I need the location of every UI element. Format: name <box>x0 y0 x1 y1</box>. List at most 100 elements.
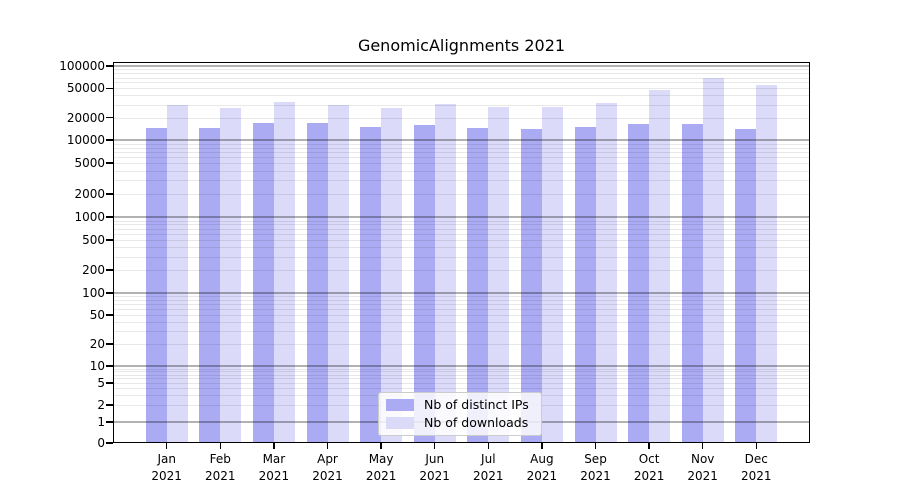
x-tick-mark <box>380 443 382 449</box>
y-tick-label: 10 <box>89 359 105 373</box>
y-tick-label: 2000 <box>74 186 105 201</box>
y-tick-mark <box>106 365 113 367</box>
grid-major-line <box>113 65 810 67</box>
y-tick-label: 500 <box>82 232 105 247</box>
x-tick-label-aug: Aug 2021 <box>510 451 574 485</box>
distinct-ips-swatch <box>386 399 414 412</box>
y-tick-label: 10000 <box>66 133 105 147</box>
y-tick-mark <box>106 442 113 444</box>
bar-downloads-jun <box>434 104 456 443</box>
bar-downloads-nov <box>702 77 724 443</box>
grid-major-line <box>113 292 810 294</box>
y-tick-label: 1000 <box>74 210 105 224</box>
x-tick-year: 2021 <box>419 469 450 483</box>
y-tick-label: 200 <box>82 263 105 278</box>
grid-minor-line <box>113 117 810 119</box>
x-tick-mark <box>433 443 436 449</box>
x-tick-label-feb: Feb 2021 <box>188 451 252 485</box>
grid-minor-line <box>113 180 810 182</box>
y-tick-label: 1 <box>97 415 105 429</box>
y-tick-mark <box>106 404 113 406</box>
y-tick-label: 20 <box>89 337 105 351</box>
grid-minor-line <box>113 247 810 249</box>
y-tick-mark <box>106 421 113 423</box>
grid-minor-line <box>113 77 810 79</box>
bar-downloads-jan <box>166 105 188 443</box>
bar-ips-sep <box>574 127 596 443</box>
x-tick-mark <box>273 443 275 449</box>
bar-ips-apr <box>306 123 328 443</box>
x-tick-month: Feb <box>209 452 231 466</box>
grid-minor-line <box>113 304 810 306</box>
legend-item-downloads: Nb of downloads <box>386 414 541 430</box>
bar-ips-jun <box>413 125 435 443</box>
x-tick-label-jul: Jul 2021 <box>456 451 520 485</box>
grid-major-line <box>113 216 810 218</box>
y-tick-label: 100 <box>82 286 105 300</box>
x-tick-month: Jun <box>425 452 445 466</box>
x-tick-label-sep: Sep 2021 <box>564 451 628 485</box>
grid-major-line <box>113 365 810 367</box>
grid-minor-line <box>113 163 810 165</box>
grid-minor-line <box>113 371 810 373</box>
x-tick-year: 2021 <box>365 469 397 483</box>
x-tick-month: May <box>368 452 394 466</box>
bar-ips-dec <box>735 129 757 443</box>
x-tick-month: Jul <box>481 452 496 466</box>
x-tick-month: Sep <box>584 452 607 466</box>
bar-downloads-jul <box>488 106 510 443</box>
grid-minor-line <box>113 88 810 90</box>
grid-minor-line <box>113 104 810 106</box>
grid-minor-line <box>113 239 810 241</box>
legend-label-downloads: Nb of downloads <box>424 414 529 430</box>
grid-minor-line <box>113 368 810 370</box>
bar-downloads-oct <box>649 90 671 443</box>
x-tick-year: 2021 <box>633 469 665 483</box>
grid-minor-line <box>113 309 810 311</box>
x-tick-mark <box>541 443 543 449</box>
x-tick-year: 2021 <box>580 469 611 483</box>
x-tick-year: 2021 <box>312 469 343 483</box>
x-tick-year: 2021 <box>258 469 290 483</box>
grid-minor-line <box>113 157 810 159</box>
x-tick-mark <box>165 443 168 449</box>
grid-minor-line <box>113 73 810 75</box>
bar-downloads-dec <box>756 84 778 443</box>
x-tick-month: Oct <box>638 452 660 466</box>
x-tick-mark <box>594 443 597 449</box>
legend-label-distinct-ips: Nb of distinct IPs <box>424 397 529 412</box>
y-tick-mark <box>106 193 113 195</box>
bar-downloads-sep <box>595 102 617 443</box>
downloads-swatch <box>386 416 414 429</box>
x-tick-label-may: May 2021 <box>349 451 413 485</box>
grid-minor-line <box>113 233 810 235</box>
y-tick-mark <box>106 162 113 164</box>
legend: Nb of distinct IPs Nb of downloads <box>378 392 542 436</box>
y-tick-mark <box>106 314 113 316</box>
x-tick-label-oct: Oct 2021 <box>617 451 681 485</box>
grid-minor-line <box>113 382 810 384</box>
x-tick-month: Aug <box>530 452 554 466</box>
y-tick-label: 5000 <box>74 156 105 171</box>
y-tick-label: 5 <box>97 375 105 390</box>
grid-minor-line <box>113 95 810 97</box>
grid-minor-line <box>113 151 810 153</box>
grid-minor-line <box>113 228 810 230</box>
bar-ips-mar <box>252 122 274 443</box>
bar-ips-oct <box>628 124 650 443</box>
x-tick-mark <box>326 443 329 449</box>
bar-downloads-apr <box>327 104 349 443</box>
y-tick-label: 20000 <box>66 110 105 125</box>
y-tick-mark <box>106 116 113 119</box>
x-tick-month: Mar <box>262 452 286 466</box>
y-tick-mark <box>106 216 113 218</box>
grid-minor-line <box>113 220 810 222</box>
x-tick-year: 2021 <box>526 469 558 483</box>
grid-minor-line <box>113 270 810 272</box>
x-tick-year: 2021 <box>741 469 772 483</box>
y-tick-mark <box>106 139 113 141</box>
grid-minor-line <box>113 296 810 298</box>
y-tick-mark <box>106 343 113 345</box>
grid-minor-line <box>113 147 810 149</box>
